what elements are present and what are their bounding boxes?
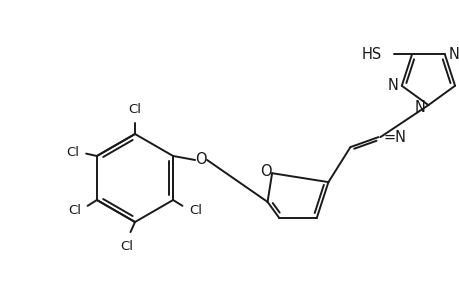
Text: Cl: Cl xyxy=(66,146,79,158)
Text: Cl: Cl xyxy=(189,203,202,217)
Text: Cl: Cl xyxy=(120,240,133,253)
Text: N: N xyxy=(448,47,459,62)
Text: HS: HS xyxy=(361,47,381,62)
Text: Cl: Cl xyxy=(128,103,141,116)
Text: Cl: Cl xyxy=(68,203,81,217)
Text: N: N xyxy=(386,78,397,93)
Text: =N: =N xyxy=(383,130,406,145)
Text: N: N xyxy=(414,100,425,115)
Text: O: O xyxy=(260,164,271,179)
Text: O: O xyxy=(195,152,207,167)
